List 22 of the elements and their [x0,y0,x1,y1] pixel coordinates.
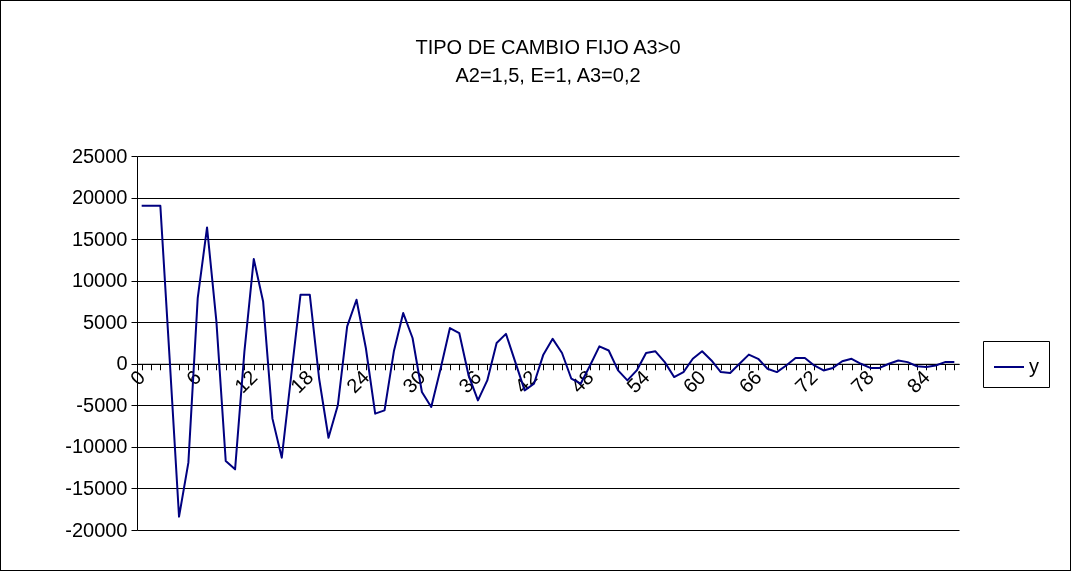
legend-label: y [1029,355,1039,377]
x-tick-label: 24 [342,365,374,398]
x-tick-label: 72 [790,365,822,398]
x-tick-label: 60 [678,365,710,398]
x-tick-label: 12 [230,365,262,398]
y-tick-label: 20000 [71,186,128,209]
y-tick-label: 15000 [71,227,128,250]
y-tick-label: -20000 [65,518,128,541]
y-tick-label: -10000 [65,435,128,458]
y-tick-label: 5000 [83,310,128,333]
x-tick-label: 54 [622,365,654,398]
x-tick-label: 18 [286,365,318,398]
x-tick-label: 84 [902,365,934,398]
x-tick-label: 78 [846,365,878,398]
x-tick-label: 30 [398,365,430,398]
y-tick-label: -15000 [65,476,128,499]
y-tick-label: 25000 [71,144,128,167]
chart-subtitle: A2=1,5, E=1, A3=0,2 [455,64,641,86]
x-tick-label: 66 [734,365,766,398]
y-tick-label: -5000 [76,393,128,416]
y-tick-label: 10000 [71,269,128,292]
chart-title: TIPO DE CAMBIO FIJO A3>0 [415,36,681,58]
